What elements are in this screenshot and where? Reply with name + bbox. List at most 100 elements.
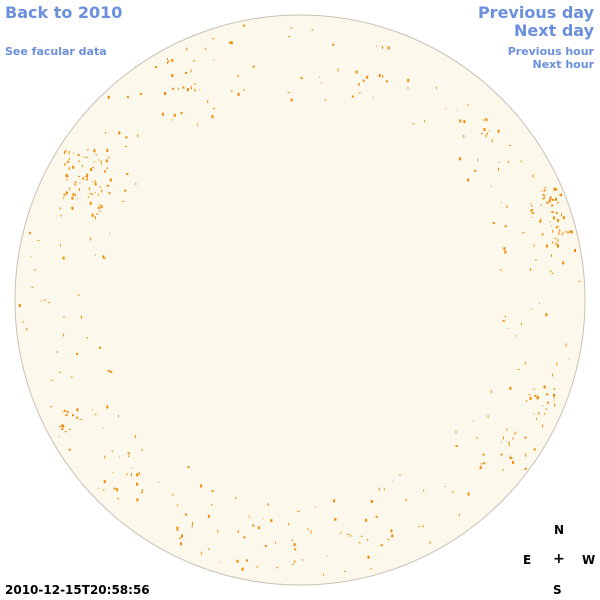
next-day-link[interactable]: Next day [514, 21, 594, 40]
facula-mark [177, 504, 179, 507]
facula-mark [346, 534, 349, 535]
facula-mark [128, 455, 130, 457]
compass-center-mark: + [553, 551, 565, 567]
see-facular-data-link[interactable]: See facular data [5, 45, 107, 58]
facula-mark [177, 87, 179, 90]
facula-mark [458, 514, 460, 517]
facula-mark [94, 192, 96, 194]
facula-mark [117, 415, 119, 418]
facula-mark [490, 390, 492, 394]
facula-mark [176, 526, 179, 529]
facula-mark [136, 473, 139, 477]
facula-mark [68, 151, 70, 155]
facula-mark [44, 299, 46, 301]
facula-mark [78, 175, 80, 177]
facula-mark [77, 294, 80, 296]
facula-mark [63, 196, 65, 199]
facula-mark [50, 406, 52, 408]
facula-mark [113, 487, 116, 490]
facula-mark [556, 202, 558, 204]
facula-mark [485, 118, 488, 122]
facula-mark [91, 193, 93, 196]
facula-mark [297, 510, 300, 512]
facula-mark [105, 185, 108, 187]
facula-marks [18, 24, 581, 576]
facula-mark [116, 488, 119, 492]
facula-mark [136, 498, 139, 502]
facula-mark [483, 118, 485, 121]
facula-mark [117, 498, 120, 500]
facula-mark [69, 187, 71, 191]
facula-mark [111, 450, 113, 453]
facula-mark [520, 160, 522, 163]
facula-mark [391, 534, 394, 538]
facula-mark [459, 119, 462, 123]
previous-hour-link[interactable]: Previous hour [507, 45, 594, 58]
facula-mark [60, 244, 61, 247]
facula-mark [257, 526, 260, 530]
facula-mark [532, 174, 534, 178]
facula-mark [366, 75, 369, 79]
facula-mark [103, 480, 106, 484]
facula-mark [565, 231, 567, 233]
facula-mark [179, 537, 182, 539]
facula-mark [65, 149, 67, 153]
facula-mark [58, 371, 61, 373]
facula-mark [51, 379, 54, 381]
facula-mark [544, 187, 547, 189]
facula-mark [192, 522, 193, 526]
facula-mark [529, 396, 532, 400]
facula-mark [90, 168, 93, 172]
facula-mark [504, 225, 507, 228]
facula-mark [119, 456, 121, 458]
facula-mark [337, 68, 339, 72]
facula-mark [549, 196, 552, 200]
facula-mark [207, 514, 210, 518]
facula-mark [76, 416, 79, 419]
next-hour-link[interactable]: Next hour [532, 58, 595, 71]
facula-mark [125, 146, 128, 148]
facula-mark [62, 411, 64, 413]
facula-mark [100, 205, 103, 209]
facula-mark [512, 460, 515, 464]
back-to-year-link[interactable]: Back to 2010 [5, 3, 123, 22]
facula-mark [539, 219, 542, 223]
facula-mark [235, 497, 237, 500]
facula-mark [481, 462, 482, 465]
previous-day-link[interactable]: Previous day [477, 3, 594, 22]
facula-mark [459, 157, 461, 161]
facula-mark [507, 442, 510, 444]
facula-mark [550, 270, 552, 273]
facula-mark [73, 152, 74, 154]
facula-mark [512, 437, 514, 440]
facula-mark [68, 448, 71, 451]
facula-mark [243, 88, 245, 91]
facula-mark [568, 358, 570, 360]
facula-mark [528, 394, 531, 396]
facula-mark [531, 217, 533, 218]
facula-mark [109, 178, 112, 182]
facula-mark [463, 134, 465, 138]
facula-mark [542, 198, 545, 200]
facula-mark [212, 38, 215, 40]
facula-mark [104, 455, 106, 459]
facula-mark [503, 247, 506, 251]
facula-mark [59, 426, 62, 427]
facula-mark [172, 87, 174, 90]
facula-mark [77, 198, 79, 200]
facula-mark [497, 129, 500, 133]
facula-mark [126, 172, 129, 175]
facula-mark [107, 369, 110, 372]
facula-mark [102, 489, 105, 491]
facula-mark [530, 209, 532, 212]
facula-mark [551, 225, 553, 227]
facula-mark [140, 492, 143, 493]
facula-mark [555, 242, 557, 246]
facula-mark [544, 412, 546, 415]
facula-mark [556, 218, 559, 222]
facula-mark [63, 316, 65, 318]
facula-mark [405, 498, 407, 502]
facula-mark [126, 96, 129, 99]
facula-mark [212, 108, 215, 110]
facula-mark [525, 400, 527, 402]
